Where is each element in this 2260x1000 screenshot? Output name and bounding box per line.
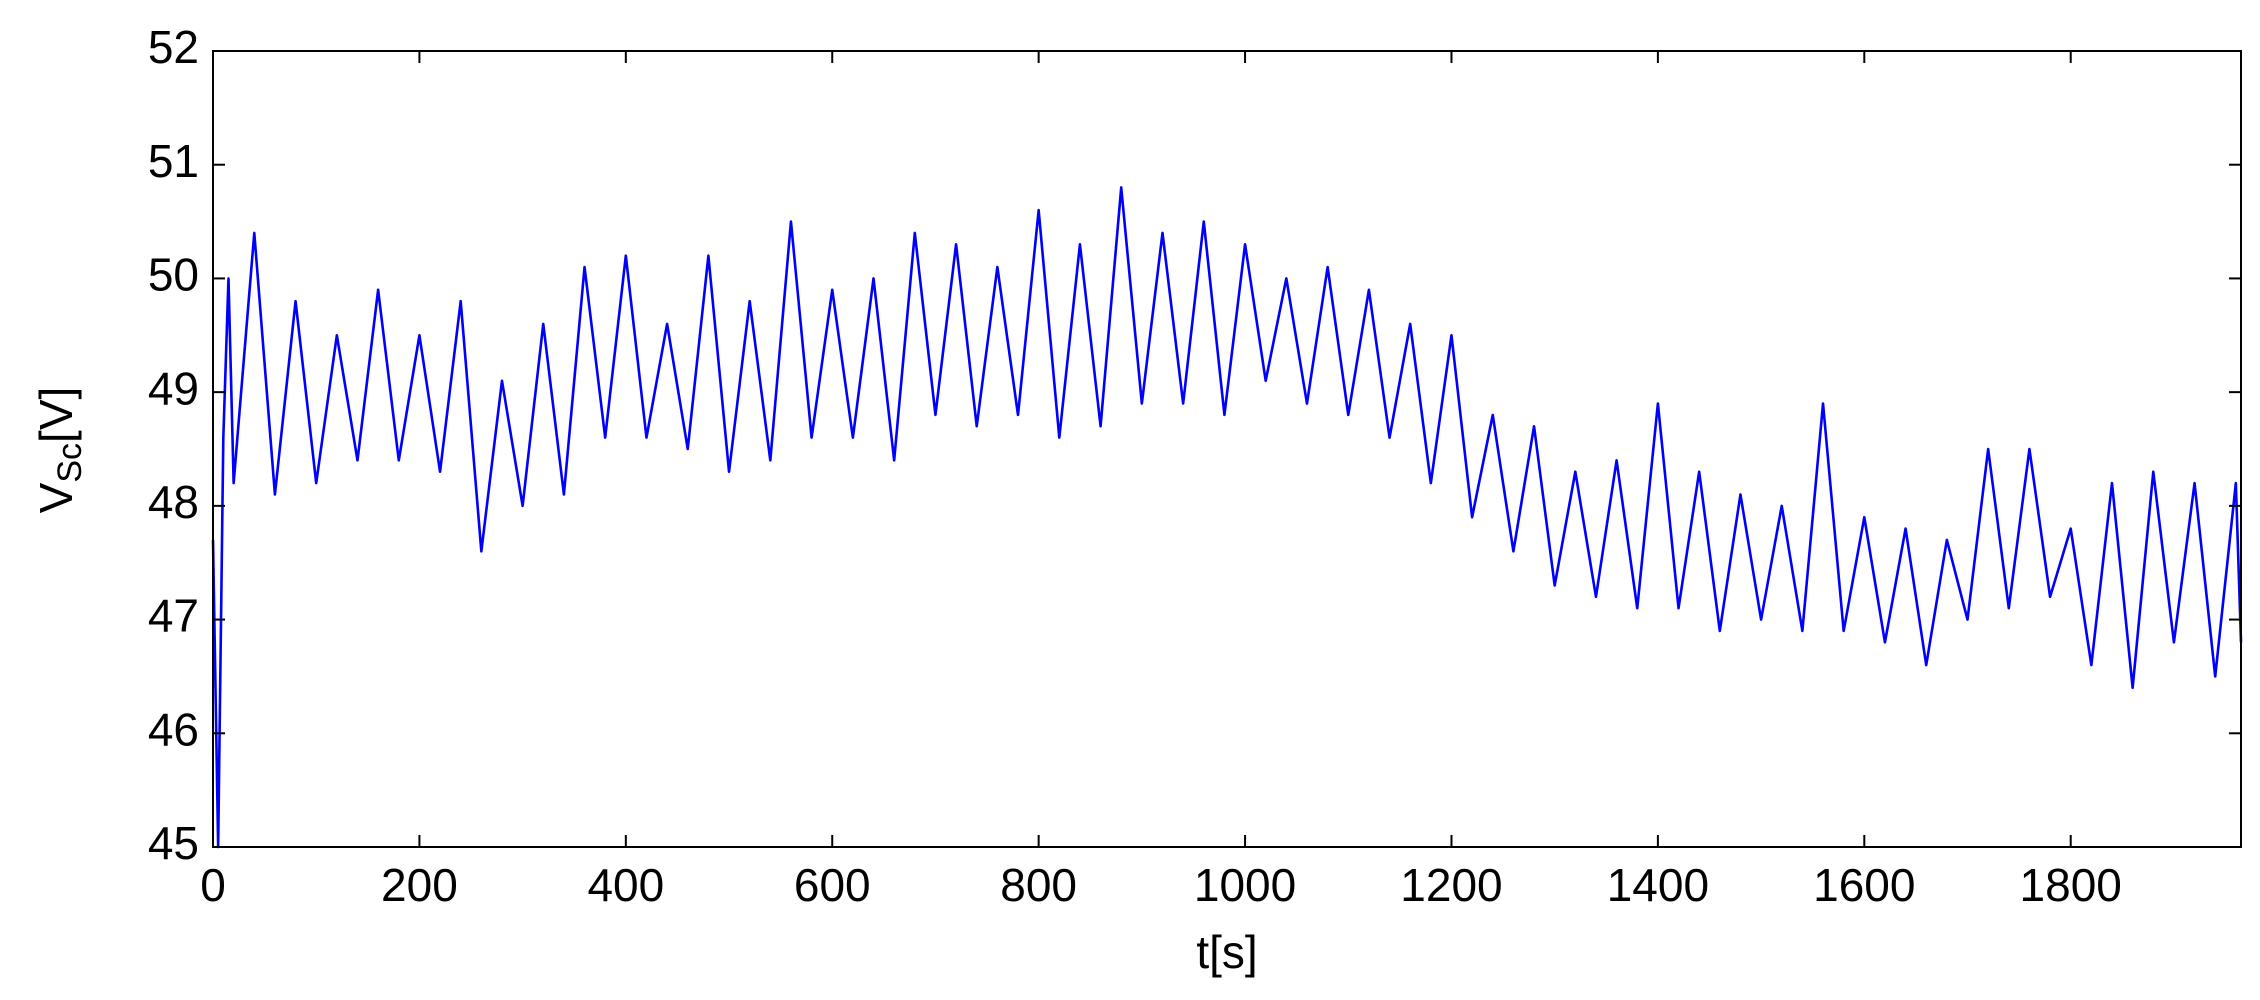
plot-frame	[212, 50, 2242, 848]
y-axis-label-unit: [V]	[30, 387, 82, 443]
x-tick-label: 1600	[1813, 859, 1915, 911]
y-axis-label-main: V	[30, 482, 82, 513]
y-axis-label: VSc[V]	[30, 387, 89, 514]
x-tick-label: 400	[587, 859, 664, 911]
y-axis-label-sub: Sc	[51, 443, 89, 483]
x-tick-label: 600	[794, 859, 871, 911]
x-tick-label: 1800	[2020, 859, 2122, 911]
y-tick-label: 46	[148, 703, 199, 755]
x-axis-label: t[s]	[1196, 926, 1257, 978]
y-tick-label: 48	[148, 476, 199, 528]
x-tick-label: 1200	[1400, 859, 1502, 911]
x-tick-label: 0	[200, 859, 226, 911]
y-tick-label: 50	[148, 249, 199, 301]
y-tick-label: 49	[148, 362, 199, 414]
y-tick-label: 52	[148, 21, 199, 73]
x-tick-label: 200	[381, 859, 458, 911]
y-tick-label: 51	[148, 135, 199, 187]
y-tick-label: 47	[148, 590, 199, 642]
data-line	[211, 186, 2243, 849]
y-tick-label: 45	[148, 817, 199, 869]
x-tick-label: 1000	[1194, 859, 1296, 911]
x-tick-label: 1400	[1607, 859, 1709, 911]
x-tick-label: 800	[1000, 859, 1077, 911]
